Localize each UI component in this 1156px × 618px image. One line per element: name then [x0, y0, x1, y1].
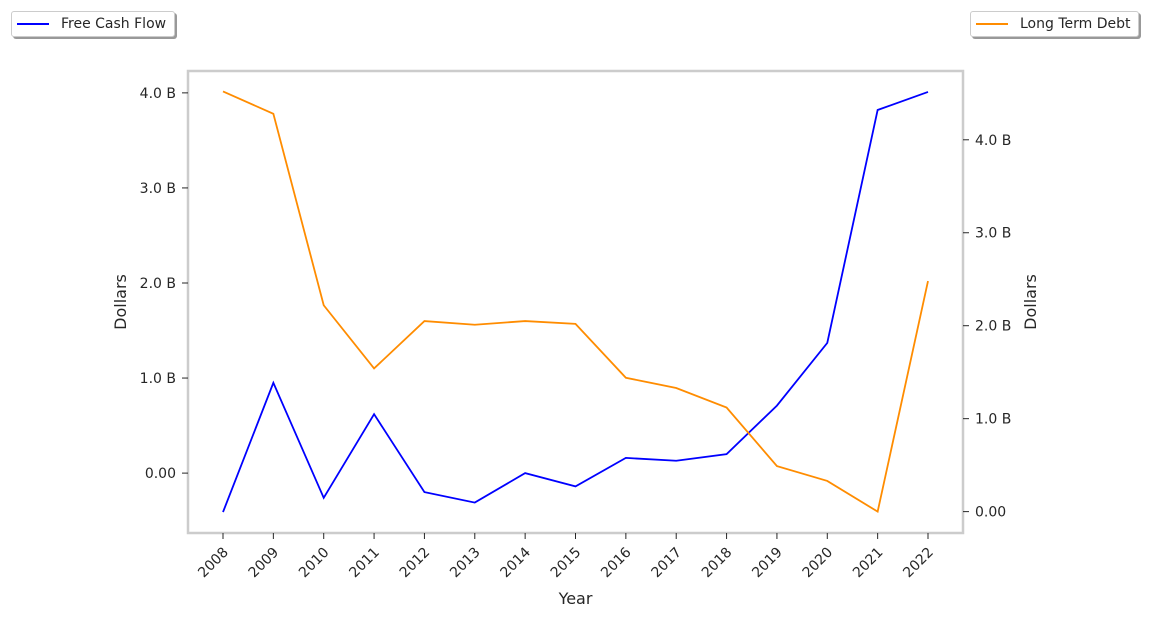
right-tick-label: 1.0 B	[975, 412, 1011, 428]
left-tick-label: 3.0 B	[140, 181, 176, 197]
series-line-long-term-debt	[222, 90, 929, 514]
left-tick-label: 4.0 B	[140, 86, 176, 102]
legend-label-ltd: Long Term Debt	[1020, 16, 1131, 32]
x-tick-label: 2017	[649, 545, 686, 582]
x-axis-label: Year	[558, 589, 593, 608]
left-tick-label: 1.0 B	[140, 371, 176, 387]
left-axis-label: Dollars	[111, 274, 130, 330]
left-tick-label: 0.00	[145, 466, 176, 482]
x-tick-label: 2014	[497, 544, 534, 581]
series-line-free-cash-flow	[222, 91, 929, 513]
x-tick-label: 2008	[195, 545, 232, 582]
legend-swatch-fcf	[17, 23, 49, 25]
x-tick-label: 2011	[346, 545, 383, 582]
right-tick-label: 3.0 B	[975, 226, 1011, 242]
x-tick-label: 2020	[800, 545, 837, 582]
x-tick-label: 2018	[699, 545, 736, 582]
x-tick-label: 2015	[548, 545, 585, 582]
right-tick-label: 2.0 B	[975, 319, 1011, 335]
x-tick-label: 2021	[850, 545, 887, 582]
x-tick-label: 2012	[397, 545, 434, 582]
x-tick-label: 2016	[598, 544, 635, 581]
right-tick-label: 0.00	[975, 505, 1006, 521]
x-tick-label: 2010	[296, 545, 333, 582]
x-tick-label: 2019	[749, 545, 786, 582]
x-tick-label: 2022	[900, 545, 937, 582]
plot-frame	[186, 69, 965, 535]
right-tick-label: 4.0 B	[975, 133, 1011, 149]
right-axis-label: Dollars	[1021, 274, 1040, 330]
legend-label-fcf: Free Cash Flow	[61, 16, 167, 32]
x-tick-label: 2013	[447, 545, 484, 582]
legend-right: Long Term Debt	[970, 11, 1140, 37]
legend-left: Free Cash Flow	[11, 11, 176, 37]
legend-swatch-ltd	[976, 23, 1008, 25]
left-tick-label: 2.0 B	[140, 276, 176, 292]
x-tick-label: 2009	[246, 545, 283, 582]
